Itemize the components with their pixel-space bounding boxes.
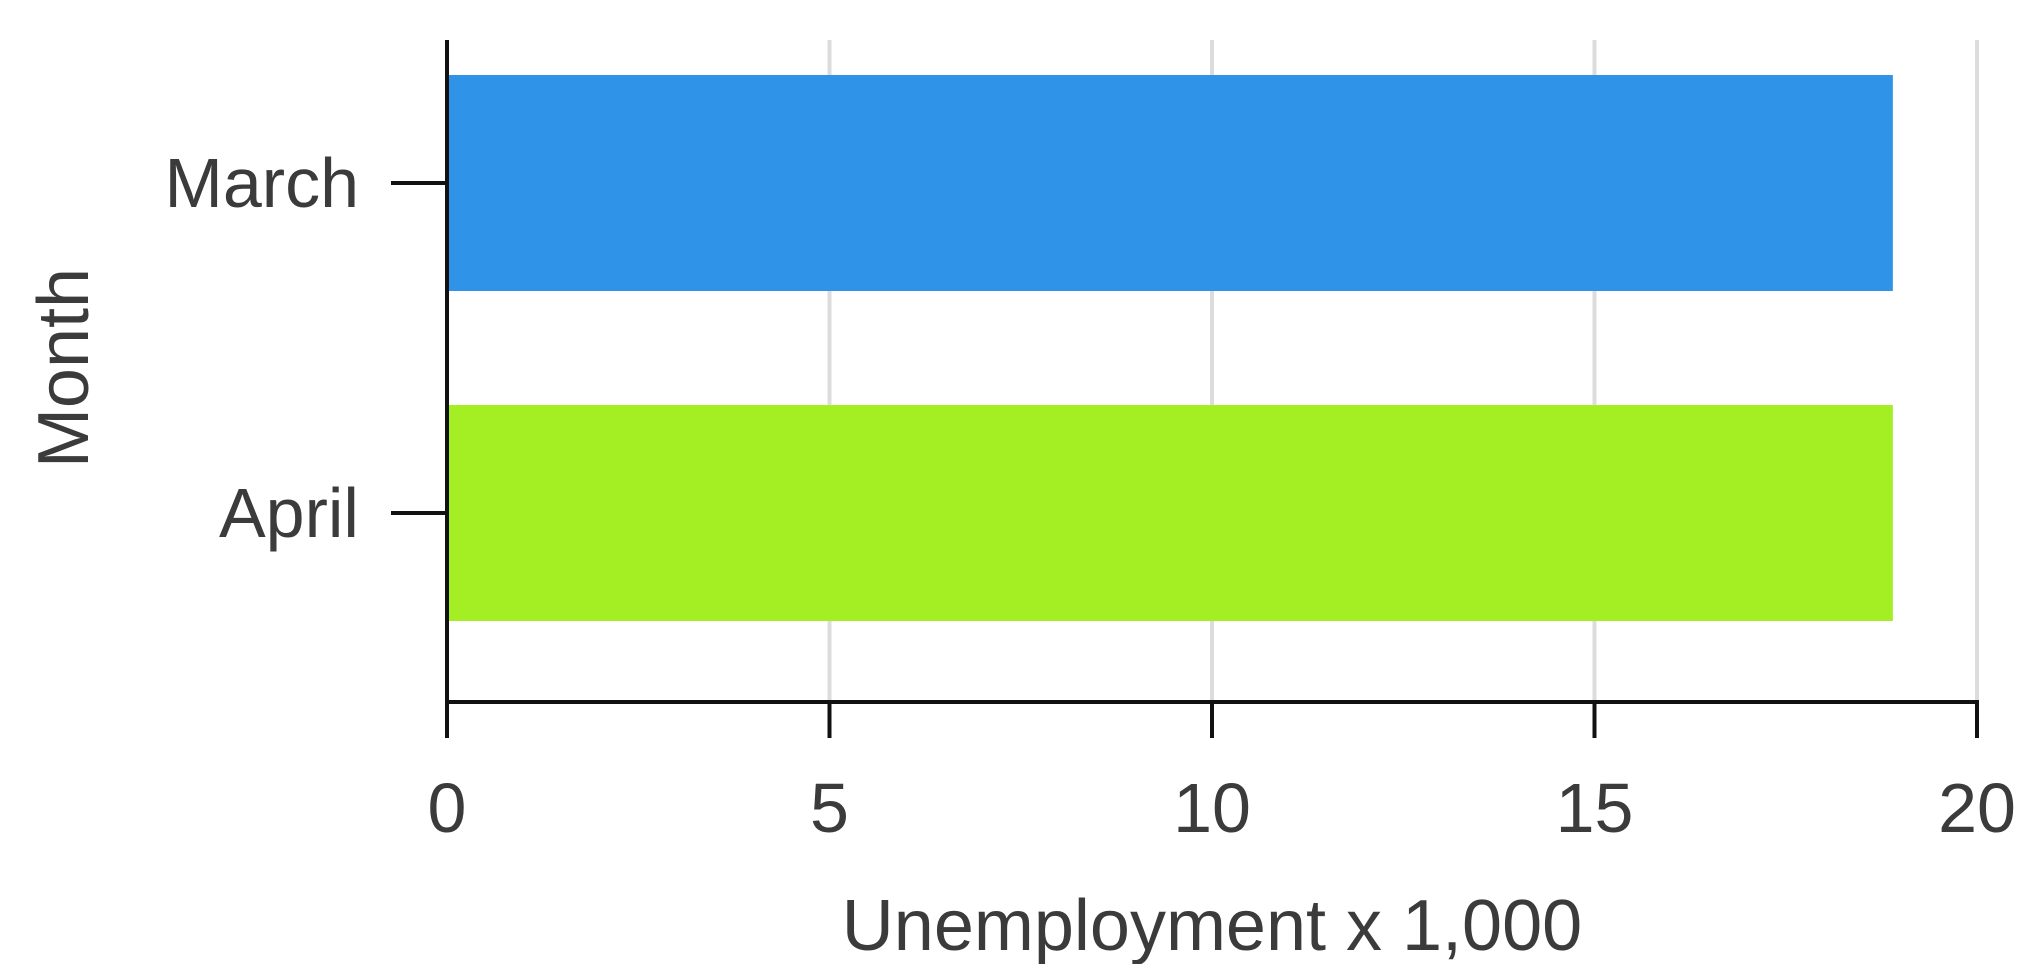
x-tick-label: 5 — [810, 769, 849, 847]
x-axis-title: Unemployment x 1,000 — [842, 886, 1582, 964]
x-tick-label: 20 — [1938, 769, 2016, 847]
y-axis-title: Month — [24, 268, 104, 468]
axes: 0 5 10 15 20 March April — [165, 40, 2016, 847]
bar-march — [447, 75, 1893, 291]
x-tick-label: 15 — [1556, 769, 1634, 847]
y-tick-label: April — [219, 474, 359, 552]
y-tick-label: March — [165, 144, 359, 222]
x-tick-label: 0 — [428, 769, 467, 847]
bar-april — [447, 405, 1893, 621]
bars — [447, 75, 1893, 621]
x-tick-label: 10 — [1173, 769, 1251, 847]
